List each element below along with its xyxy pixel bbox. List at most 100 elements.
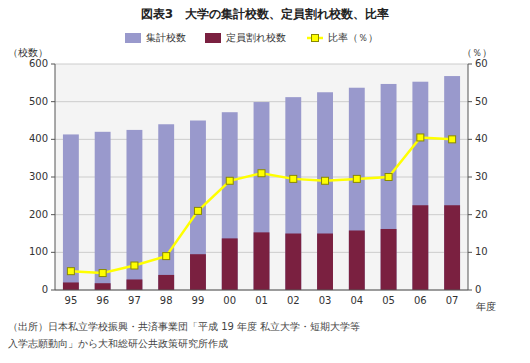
x-tick-label: 04: [350, 295, 363, 306]
legend-swatch: [125, 33, 141, 43]
bar: [158, 124, 174, 290]
bar: [317, 92, 333, 290]
bar: [95, 132, 111, 290]
x-tick-label: 03: [319, 295, 332, 306]
grid-line: [55, 64, 468, 65]
x-tick-label: 96: [96, 295, 109, 306]
legend-swatch: [312, 35, 319, 42]
x-tick-label: 05: [382, 295, 395, 306]
y2-axis: [468, 64, 469, 290]
bar: [444, 205, 460, 290]
legend-label: 比率（％）: [328, 32, 378, 43]
x-tick-label: 02: [287, 295, 300, 306]
legend-label: 集計校数: [146, 32, 186, 43]
line-marker: [258, 170, 265, 177]
bar: [285, 234, 301, 291]
title: 図表3 大学の集計校数、定員割れ校数、比率: [141, 7, 389, 21]
bar: [126, 279, 142, 290]
grid-line: [55, 101, 468, 102]
bar: [381, 229, 397, 290]
bar: [349, 230, 365, 290]
y2-tick: [468, 64, 472, 65]
y-tick-label: 400: [29, 133, 48, 144]
y2-tick-label: 30: [475, 171, 488, 182]
y-tick-label: 500: [29, 96, 48, 107]
x-tick-label: 98: [160, 295, 173, 306]
y2-tick: [468, 101, 472, 102]
line-marker: [290, 175, 297, 182]
y2-tick: [468, 290, 472, 291]
y2-tick-label: 50: [475, 96, 488, 107]
bar: [285, 97, 301, 290]
bar: [254, 232, 270, 290]
bar: [95, 283, 111, 290]
y2-axis-label: （％）: [462, 47, 492, 58]
bar: [254, 102, 270, 290]
x-tick-label: 01: [255, 295, 268, 306]
y-axis-label: （校数）: [8, 47, 48, 58]
bar: [381, 84, 397, 290]
x-tick-label: 07: [446, 295, 459, 306]
y-tick-label: 200: [29, 209, 48, 220]
y-tick-label: 600: [29, 58, 48, 69]
y2-tick: [468, 139, 472, 140]
bar: [222, 238, 238, 290]
plot-area: [55, 64, 468, 290]
y2-tick-label: 0: [475, 284, 481, 295]
bar: [63, 282, 79, 290]
line-marker: [353, 175, 360, 182]
bar: [349, 88, 365, 290]
line-marker: [449, 136, 456, 143]
bar: [190, 254, 206, 290]
line-marker: [99, 270, 106, 277]
x-axis-label: 年度: [476, 301, 496, 312]
bar: [222, 112, 238, 290]
y-tick: [51, 139, 55, 140]
line: [71, 137, 452, 273]
y2-tick: [468, 177, 472, 178]
x-tick-label: 97: [128, 295, 141, 306]
y2-tick: [468, 252, 472, 253]
bar: [412, 205, 428, 290]
line-marker: [194, 207, 201, 214]
y-tick-label: 100: [29, 246, 48, 257]
x-axis: [55, 290, 468, 291]
x-tick-label: 99: [192, 295, 205, 306]
y2-tick-label: 20: [475, 209, 488, 220]
y-tick: [51, 290, 55, 291]
y-tick-label: 300: [29, 171, 48, 182]
legend: 集計校数 定員割れ校数 比率（％）: [125, 32, 378, 43]
bar: [444, 76, 460, 290]
y-axis: [55, 64, 56, 290]
legend-label: 定員割れ校数: [226, 32, 286, 43]
y-tick: [51, 101, 55, 102]
bar: [317, 234, 333, 291]
source-note: （出所）日本私立学校振興・共済事業団「平成 19 年度 私立大学・短期大学等: [8, 321, 360, 332]
line-marker: [385, 174, 392, 181]
bar: [158, 275, 174, 290]
legend-swatch: [205, 33, 221, 43]
y2-tick: [468, 214, 472, 215]
y-tick-label: 0: [42, 284, 48, 295]
line-marker: [226, 177, 233, 184]
line-marker: [131, 262, 138, 269]
y2-tick-label: 10: [475, 246, 488, 257]
bar: [63, 134, 79, 290]
line-marker: [67, 268, 74, 275]
line-marker: [163, 253, 170, 260]
bar: [412, 82, 428, 290]
grid-line: [55, 290, 468, 291]
y-tick: [51, 214, 55, 215]
source-note: 入学志願動向」から大和総研公共政策研究所作成: [8, 338, 228, 349]
chart: 0100200300400500600010203040506095969798…: [0, 0, 530, 363]
x-tick-label: 95: [65, 295, 78, 306]
y-tick: [51, 64, 55, 65]
y2-tick-label: 40: [475, 133, 488, 144]
marks: [63, 76, 460, 290]
line-marker: [322, 177, 329, 184]
x-tick-label: 06: [414, 295, 427, 306]
x-tick-label: 00: [223, 295, 236, 306]
y-tick: [51, 252, 55, 253]
y2-tick-label: 60: [475, 58, 488, 69]
y-tick: [51, 177, 55, 178]
